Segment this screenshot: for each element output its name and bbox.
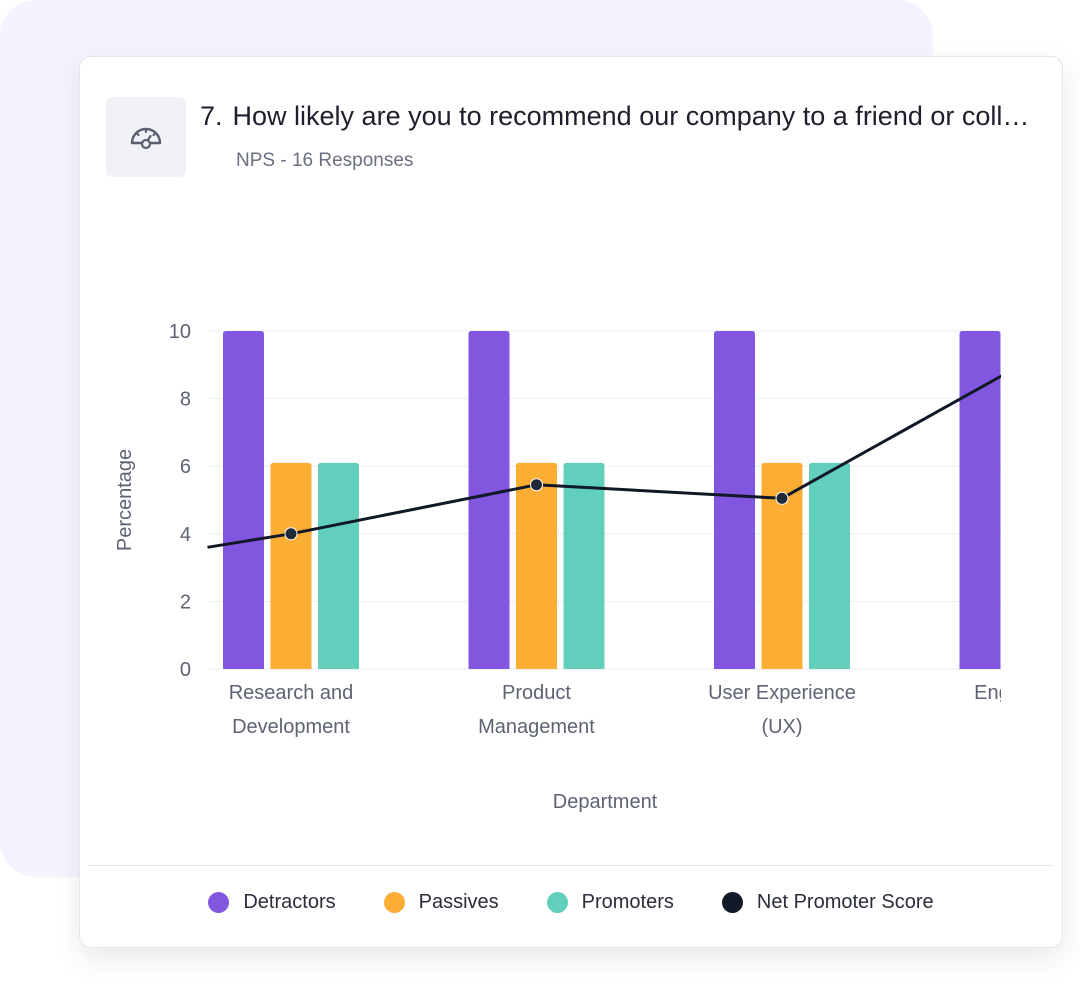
- legend-item-passives[interactable]: Passives: [383, 891, 499, 914]
- y-tick-label: 6: [180, 456, 191, 478]
- nps-point: [530, 478, 543, 492]
- bars: [223, 331, 1063, 669]
- nps-line: [207, 374, 1001, 549]
- legend-item-promoters[interactable]: Promoters: [546, 891, 674, 914]
- legend-item-detractors[interactable]: Detractors: [208, 891, 336, 914]
- question-subtitle: NPS - 16 Responses: [236, 150, 414, 171]
- question-icon-box: [106, 97, 186, 177]
- x-tick-label: User Experience (UX): [708, 682, 856, 738]
- nps-point: [775, 491, 789, 505]
- y-tick-label: 10: [169, 321, 191, 343]
- y-tick-label: 8: [180, 389, 191, 411]
- bar-detractors: [468, 331, 510, 669]
- legend-swatch: [383, 892, 405, 913]
- legend-label: Detractors: [243, 891, 336, 913]
- bar-promoters: [318, 462, 359, 669]
- nps-point: [1022, 355, 1034, 367]
- legend-label: Promoters: [581, 891, 674, 913]
- question-card: 7. How likely are you to recommend our co…: [79, 56, 1063, 948]
- nps-line-group: [207, 355, 1034, 549]
- bar-promoters: [1055, 463, 1063, 669]
- nps-point: [284, 527, 298, 541]
- legend-swatch: [546, 892, 568, 913]
- bar-detractors: [223, 331, 264, 669]
- legend-label: Net Promoter Score: [756, 891, 934, 913]
- x-tick-labels: Research and Development Product Management…: [229, 682, 1062, 738]
- bar-passives: [1007, 463, 1048, 669]
- x-tick-label: Engineering: [974, 682, 1062, 704]
- nps-chart: 0 2 4 6 8 10 Research and Development Product Man…: [114, 321, 1063, 813]
- gauge-icon: [130, 127, 162, 150]
- bar-passives: [270, 462, 312, 669]
- y-tick-label: 0: [180, 659, 191, 681]
- bar-promoters: [809, 462, 850, 669]
- legend-label: Passives: [418, 891, 499, 913]
- bar-passives: [761, 462, 803, 669]
- bar-promoters: [563, 462, 605, 669]
- chart-legend: Detractors Passives Promoters Net Promoter …: [80, 891, 1062, 914]
- legend-divider: [88, 865, 1054, 866]
- x-axis-title: Department: [553, 791, 658, 813]
- legend-swatch: [721, 892, 743, 913]
- y-axis-title: Percentage: [114, 449, 136, 551]
- x-tick-label: Product Management: [478, 682, 595, 738]
- bar-detractors: [959, 331, 1001, 669]
- y-tick-label: 2: [180, 591, 191, 613]
- bar-passives: [516, 462, 557, 669]
- bar-detractors: [714, 331, 755, 669]
- legend-swatch: [208, 892, 230, 913]
- x-tick-label: Research and Development: [229, 682, 354, 738]
- legend-item-net-promoter-score[interactable]: Net Promoter Score: [721, 891, 934, 914]
- y-tick-label: 4: [180, 524, 191, 546]
